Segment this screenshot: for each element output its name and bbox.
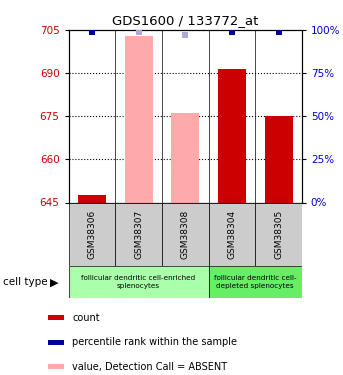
Text: percentile rank within the sample: percentile rank within the sample (72, 337, 237, 347)
Bar (162, 202, 209, 266)
Bar (125, 36, 153, 203)
Text: GSM38306: GSM38306 (87, 210, 96, 259)
Bar (47, 315, 63, 321)
Text: GSM38305: GSM38305 (274, 210, 283, 259)
Text: count: count (72, 313, 100, 323)
Bar (209, 202, 255, 266)
Point (89, 29, 95, 35)
Bar (209, 266, 302, 298)
Point (229, 29, 235, 35)
Point (182, 32, 188, 38)
Point (276, 29, 281, 35)
Bar (69, 266, 209, 298)
Bar (255, 202, 302, 266)
Title: GDS1600 / 133772_at: GDS1600 / 133772_at (112, 15, 258, 27)
Bar (78, 195, 106, 202)
Bar (218, 69, 246, 203)
Text: GSM38307: GSM38307 (134, 210, 143, 259)
Text: GSM38304: GSM38304 (227, 210, 236, 259)
Bar (264, 116, 293, 202)
Text: follicular dendritic cell-enriched
splenocytes: follicular dendritic cell-enriched splen… (81, 275, 196, 289)
Text: cell type: cell type (3, 277, 48, 287)
Text: value, Detection Call = ABSENT: value, Detection Call = ABSENT (72, 362, 227, 372)
Text: ▶: ▶ (50, 277, 58, 287)
Bar (69, 202, 115, 266)
Point (136, 29, 141, 35)
Text: follicular dendritic cell-
depleted splenocytes: follicular dendritic cell- depleted sple… (214, 275, 296, 289)
Text: GSM38308: GSM38308 (181, 210, 190, 259)
Bar (171, 113, 199, 202)
Bar (47, 364, 63, 369)
Bar (47, 339, 63, 345)
Bar (115, 202, 162, 266)
